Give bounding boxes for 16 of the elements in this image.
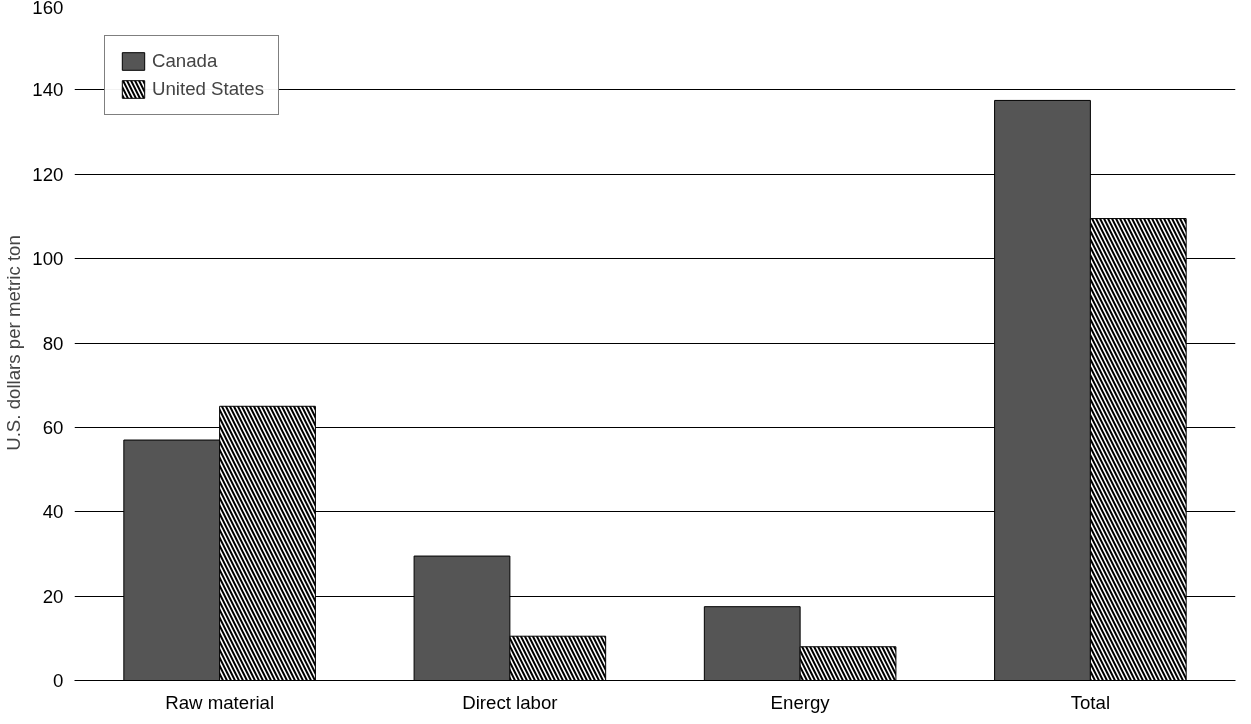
x-tick-label: Raw material [165,691,275,713]
y-axis-title: U.S. dollars per metric ton [3,235,25,451]
y-tick-label: 160 [32,0,64,18]
y-tick-label: 20 [42,585,64,607]
y-tick-label: 120 [32,163,64,185]
x-tick-label: Total [1070,691,1111,713]
legend-label: Canada [152,50,218,72]
y-tick-label: 40 [42,501,64,523]
y-tick-label: 140 [32,79,64,101]
x-tick-label: Energy [770,691,831,713]
x-tick-label: Direct labor [462,691,558,713]
y-tick-label: 60 [42,416,64,438]
y-tick-label: 80 [42,332,64,354]
y-tick-label: 0 [53,670,64,691]
y-tick-label: 100 [32,248,64,270]
legend-label: United States [152,78,265,100]
